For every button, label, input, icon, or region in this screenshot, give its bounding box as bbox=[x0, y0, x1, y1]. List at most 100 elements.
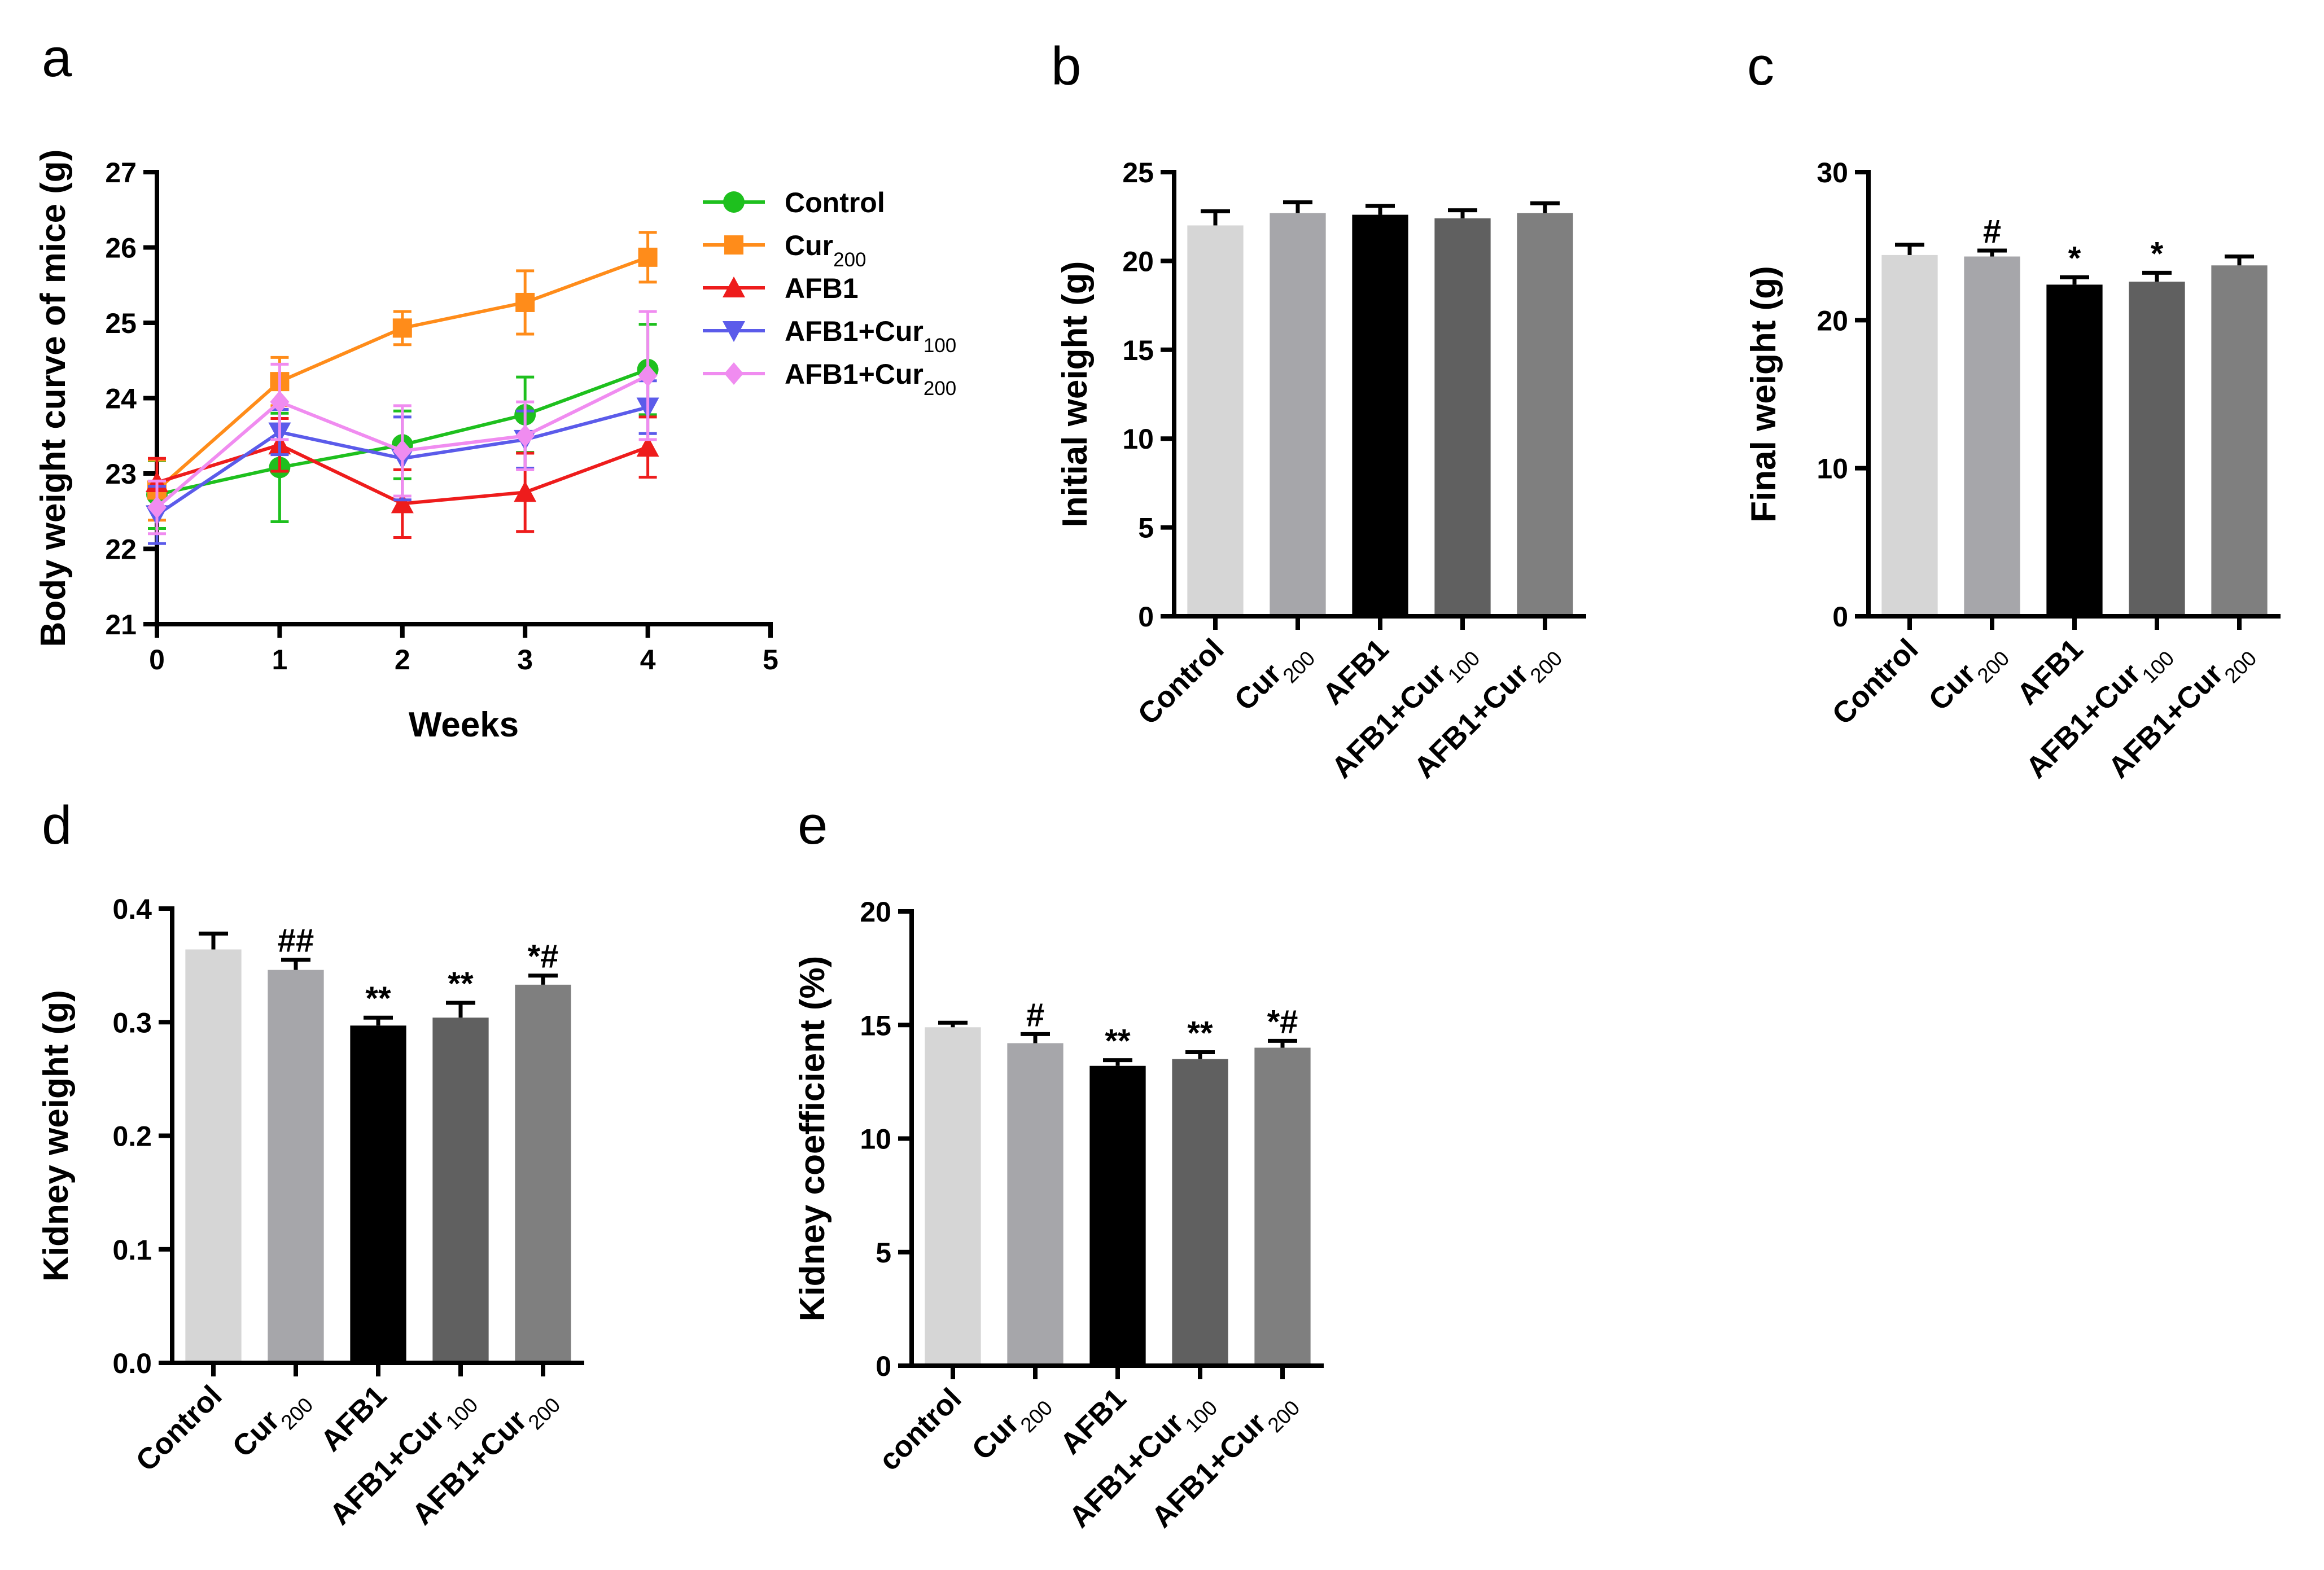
significance-label: * bbox=[2068, 240, 2081, 277]
legend-marker bbox=[723, 191, 745, 213]
y-axis-title: Final weight (g) bbox=[1744, 266, 1783, 523]
y-tick-label: 0.2 bbox=[112, 1121, 152, 1152]
data-point bbox=[392, 439, 412, 462]
panel-letter: a bbox=[42, 28, 72, 88]
bar bbox=[1270, 213, 1326, 616]
series-afb1-cur200 bbox=[147, 310, 658, 536]
data-point bbox=[270, 391, 290, 414]
x-tick-label: 2 bbox=[395, 644, 410, 676]
bar bbox=[1187, 225, 1244, 616]
legend-label: AFB1 bbox=[785, 273, 859, 304]
bar bbox=[1172, 1059, 1228, 1366]
bar bbox=[2129, 282, 2185, 616]
data-point bbox=[636, 436, 659, 457]
significance-label: ** bbox=[1105, 1023, 1131, 1060]
legend-label: AFB1+Cur100 bbox=[785, 315, 956, 357]
y-tick-label: 0.3 bbox=[112, 1007, 152, 1038]
bar bbox=[1434, 218, 1491, 616]
y-tick-label: 27 bbox=[105, 157, 137, 188]
panel-d-kidney-weight: dControl##Cur200**AFB1**AFB1+Cur100*#AFB… bbox=[37, 795, 584, 1532]
panel-c-final-weight: cControl#Cur200*AFB1*AFB1+Cur100AFB1+Cur… bbox=[1744, 36, 2281, 785]
legend-item: AFB1 bbox=[703, 273, 859, 304]
legend-label-subscript: 200 bbox=[924, 378, 956, 400]
x-tick-label: 4 bbox=[640, 644, 656, 676]
legend-label: Cur200 bbox=[785, 230, 866, 271]
panel-letter: c bbox=[1747, 36, 1774, 97]
bar bbox=[2046, 284, 2103, 617]
y-axis-title: Body weight curve of mice (g) bbox=[34, 150, 73, 647]
legend-label-subscript: 200 bbox=[833, 249, 866, 271]
bar bbox=[925, 1027, 981, 1366]
data-point bbox=[147, 496, 167, 519]
legend-label-subscript: 100 bbox=[924, 335, 956, 357]
significance-label: *# bbox=[528, 939, 559, 975]
legend-label-base: AFB1+Cur bbox=[785, 315, 924, 347]
x-tick-label: 1 bbox=[272, 644, 287, 676]
x-tick-label: 3 bbox=[517, 644, 533, 676]
y-tick-label: 5 bbox=[1138, 512, 1154, 544]
legend-marker bbox=[723, 277, 745, 297]
panel-letter: d bbox=[42, 795, 72, 856]
y-tick-label: 5 bbox=[876, 1237, 891, 1269]
y-tick-label: 23 bbox=[105, 458, 137, 490]
y-tick-label: 30 bbox=[1817, 157, 1848, 188]
bar bbox=[1089, 1065, 1146, 1366]
y-tick-label: 10 bbox=[860, 1124, 891, 1155]
bar bbox=[1517, 213, 1573, 616]
data-point bbox=[392, 318, 412, 338]
y-tick-label: 25 bbox=[105, 308, 137, 339]
legend-marker bbox=[724, 235, 743, 255]
y-axis-title: Initial weight (g) bbox=[1056, 261, 1095, 528]
data-point bbox=[514, 481, 537, 502]
data-point bbox=[391, 492, 414, 514]
y-axis-title: Kidney coefficient (%) bbox=[793, 956, 832, 1322]
bar bbox=[1964, 256, 2020, 616]
significance-label: # bbox=[1026, 997, 1044, 1033]
significance-label: ** bbox=[1187, 1015, 1213, 1052]
bar bbox=[1352, 214, 1408, 616]
legend-item: AFB1+Cur100 bbox=[703, 315, 956, 357]
significance-label: ** bbox=[365, 980, 391, 1017]
bar bbox=[1007, 1043, 1063, 1366]
y-tick-label: 0.1 bbox=[112, 1234, 152, 1266]
data-point bbox=[638, 247, 658, 267]
bar bbox=[515, 984, 571, 1363]
y-tick-label: 0 bbox=[876, 1350, 891, 1382]
legend-label-base: AFB1 bbox=[785, 273, 859, 304]
y-tick-label: 22 bbox=[105, 534, 137, 565]
bar bbox=[185, 949, 242, 1363]
legend-item: AFB1+Cur200 bbox=[703, 358, 956, 400]
legend-label: AFB1+Cur200 bbox=[785, 358, 956, 400]
legend-label-base: AFB1+Cur bbox=[785, 358, 924, 390]
bar bbox=[432, 1018, 489, 1363]
y-tick-label: 21 bbox=[105, 609, 137, 641]
significance-label: ## bbox=[278, 923, 314, 959]
y-tick-label: 0.0 bbox=[112, 1348, 152, 1379]
legend-item: Cur200 bbox=[703, 230, 866, 271]
data-point bbox=[515, 424, 535, 448]
panel-letter: b bbox=[1051, 36, 1081, 97]
y-tick-label: 10 bbox=[1122, 423, 1154, 455]
y-tick-label: 24 bbox=[105, 383, 137, 415]
data-point bbox=[638, 364, 658, 387]
y-tick-label: 10 bbox=[1817, 453, 1848, 485]
y-tick-label: 0 bbox=[1832, 601, 1848, 633]
y-tick-label: 0 bbox=[1138, 601, 1154, 633]
x-tick-label: 5 bbox=[763, 644, 778, 676]
significance-label: * bbox=[2151, 235, 2164, 272]
x-axis-title: Weeks bbox=[409, 705, 519, 744]
x-tick-label: 0 bbox=[149, 644, 165, 676]
bar bbox=[1881, 255, 1938, 616]
data-point bbox=[515, 292, 535, 312]
legend-label-base: Control bbox=[785, 187, 885, 218]
legend-marker bbox=[724, 362, 743, 385]
bar bbox=[268, 970, 324, 1363]
significance-label: ** bbox=[448, 966, 474, 1002]
y-tick-label: 15 bbox=[860, 1010, 891, 1041]
y-tick-label: 20 bbox=[1122, 245, 1154, 277]
y-tick-label: 25 bbox=[1122, 157, 1154, 188]
y-tick-label: 0.4 bbox=[112, 893, 152, 925]
